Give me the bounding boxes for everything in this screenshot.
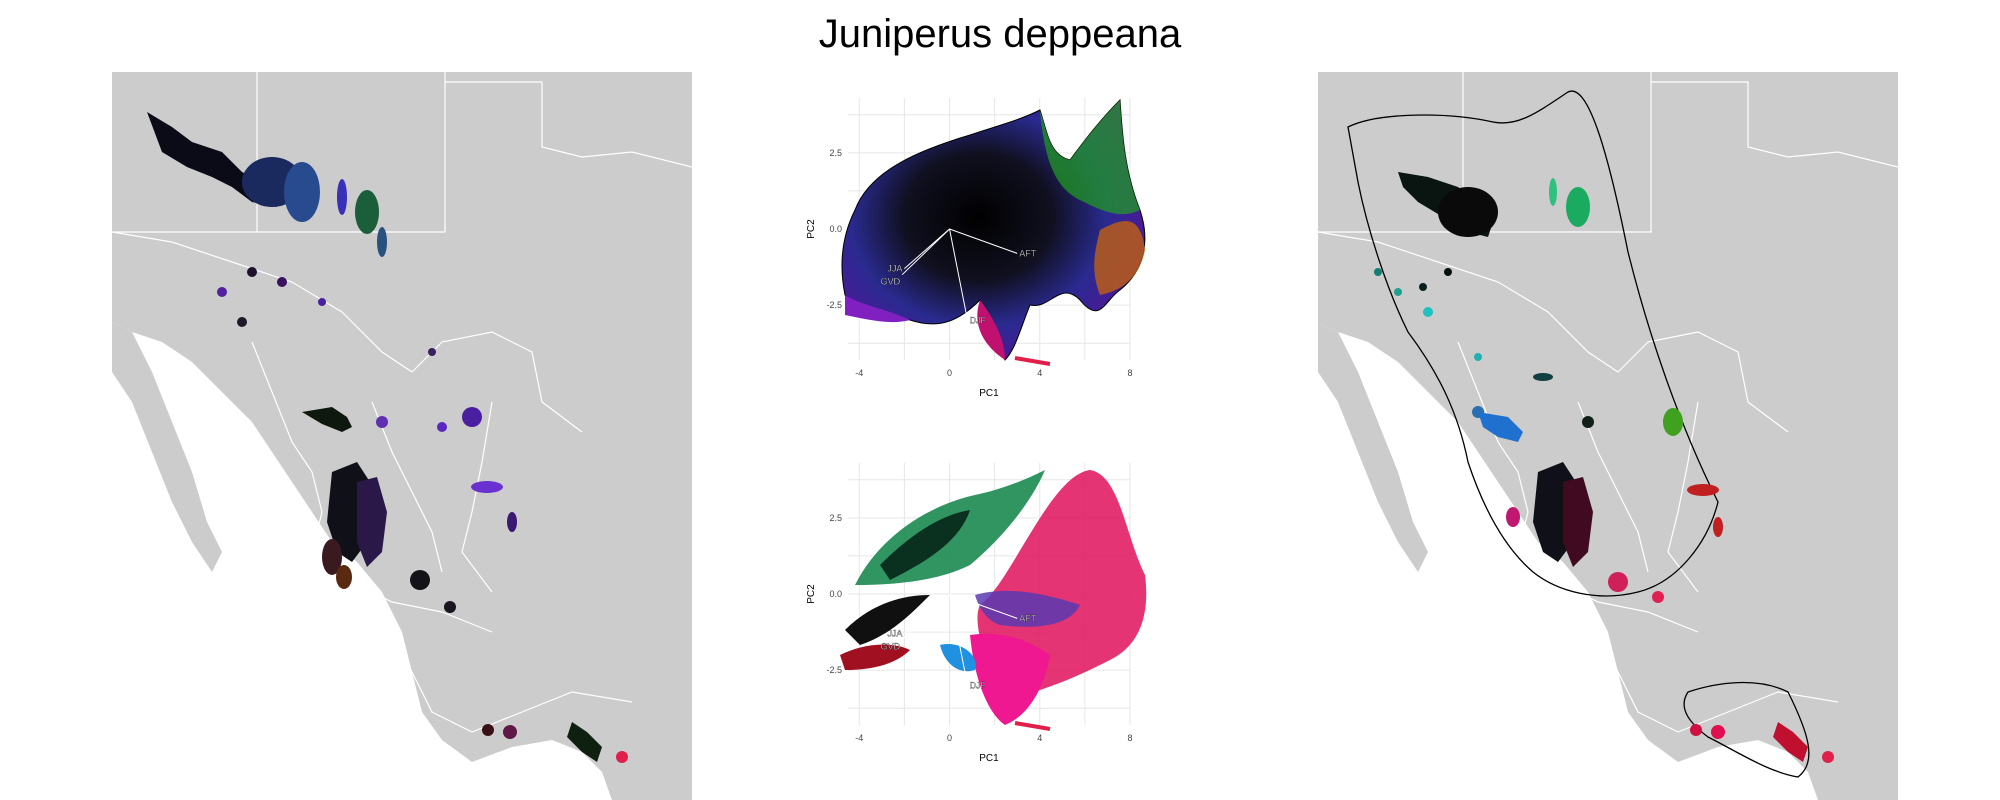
x-tick-label: 0	[947, 368, 952, 378]
axes: -4 0 4 8 2.5 0.0 -2.5 PC1 PC2	[806, 513, 1133, 764]
x-tick-label: 8	[1127, 368, 1132, 378]
borders	[112, 72, 692, 733]
red-tail	[1014, 721, 1051, 731]
land	[1318, 72, 1898, 800]
cluster-pink	[977, 470, 1147, 691]
cluster-hulls	[1347, 90, 1810, 778]
loading-label-aft: AFT	[1019, 613, 1037, 623]
green-region	[1040, 100, 1140, 215]
y-tick-label: 2.5	[829, 513, 842, 523]
y-tick-label: -2.5	[826, 665, 842, 675]
x-tick-label: 4	[1037, 368, 1042, 378]
loading-arrows: AFT DJF JJA GVD	[880, 593, 1037, 691]
orange-region	[1094, 221, 1145, 295]
pca-top-chart: AFT DJF JJA GVD -4 0 4 8 2.5 0.0 -2.5 PC1 PC2	[806, 98, 1146, 399]
distribution-patches	[1374, 172, 1834, 763]
pca-bottom-chart: AFT DJF JJA GVD -4 0 4 8 2.5 0.0 -2.5 PC1 PC2	[806, 463, 1147, 764]
x-tick-label: -4	[855, 733, 863, 743]
purple-region	[845, 295, 910, 323]
loading-label-gvd: GVD	[881, 642, 901, 652]
loading-arrow-djf	[949, 593, 969, 686]
y-tick-label: -2.5	[826, 300, 842, 310]
y-axis-label: PC2	[806, 219, 817, 239]
y-axis-label: PC2	[806, 584, 817, 604]
loading-label-djf: DJF	[970, 680, 987, 690]
x-axis-label: PC1	[979, 388, 999, 399]
plot-area: AFT DJF JJA GVD	[840, 463, 1147, 731]
distribution-patches	[147, 112, 628, 763]
land	[112, 72, 692, 800]
map-right	[1318, 72, 1898, 800]
x-tick-label: 8	[1127, 733, 1132, 743]
loading-label-djf: DJF	[970, 315, 987, 325]
loading-label-jja: JJA	[887, 629, 902, 639]
y-tick-label: 0.0	[829, 224, 842, 234]
loading-arrows: AFT DJF JJA GVD	[880, 228, 1037, 326]
loading-arrow-gvd	[901, 228, 950, 276]
x-tick-label: 4	[1037, 733, 1042, 743]
loading-arrow-gvd	[901, 593, 950, 641]
loading-label-gvd: GVD	[881, 277, 901, 287]
magenta-region	[977, 300, 1005, 360]
figure-title: Juniperus deppeana	[818, 12, 1182, 56]
y-tick-label: 0.0	[829, 589, 842, 599]
loading-label-jja: JJA	[887, 264, 902, 274]
x-tick-label: 0	[947, 733, 952, 743]
cluster-hotpink	[970, 633, 1050, 725]
x-axis-label: PC1	[979, 753, 999, 764]
red-tail	[1014, 356, 1051, 366]
cluster-black	[845, 595, 930, 645]
cluster-darkgreen	[880, 510, 970, 580]
cluster-purple	[975, 590, 1080, 627]
loading-arrow-aft	[949, 593, 1018, 619]
cluster-red	[840, 644, 910, 670]
x-tick-label: -4	[855, 368, 863, 378]
borders	[1318, 72, 1898, 733]
axes: -4 0 4 8 2.5 0.0 -2.5 PC1 PC2	[806, 148, 1133, 399]
cluster-blue	[940, 644, 976, 672]
y-tick-label: 2.5	[829, 148, 842, 158]
loading-arrow-aft	[949, 228, 1018, 254]
loading-label-aft: AFT	[1019, 248, 1037, 258]
loading-arrow-djf	[949, 228, 969, 321]
plot-area: AFT DJF JJA GVD	[841, 98, 1146, 366]
map-left	[112, 72, 692, 800]
